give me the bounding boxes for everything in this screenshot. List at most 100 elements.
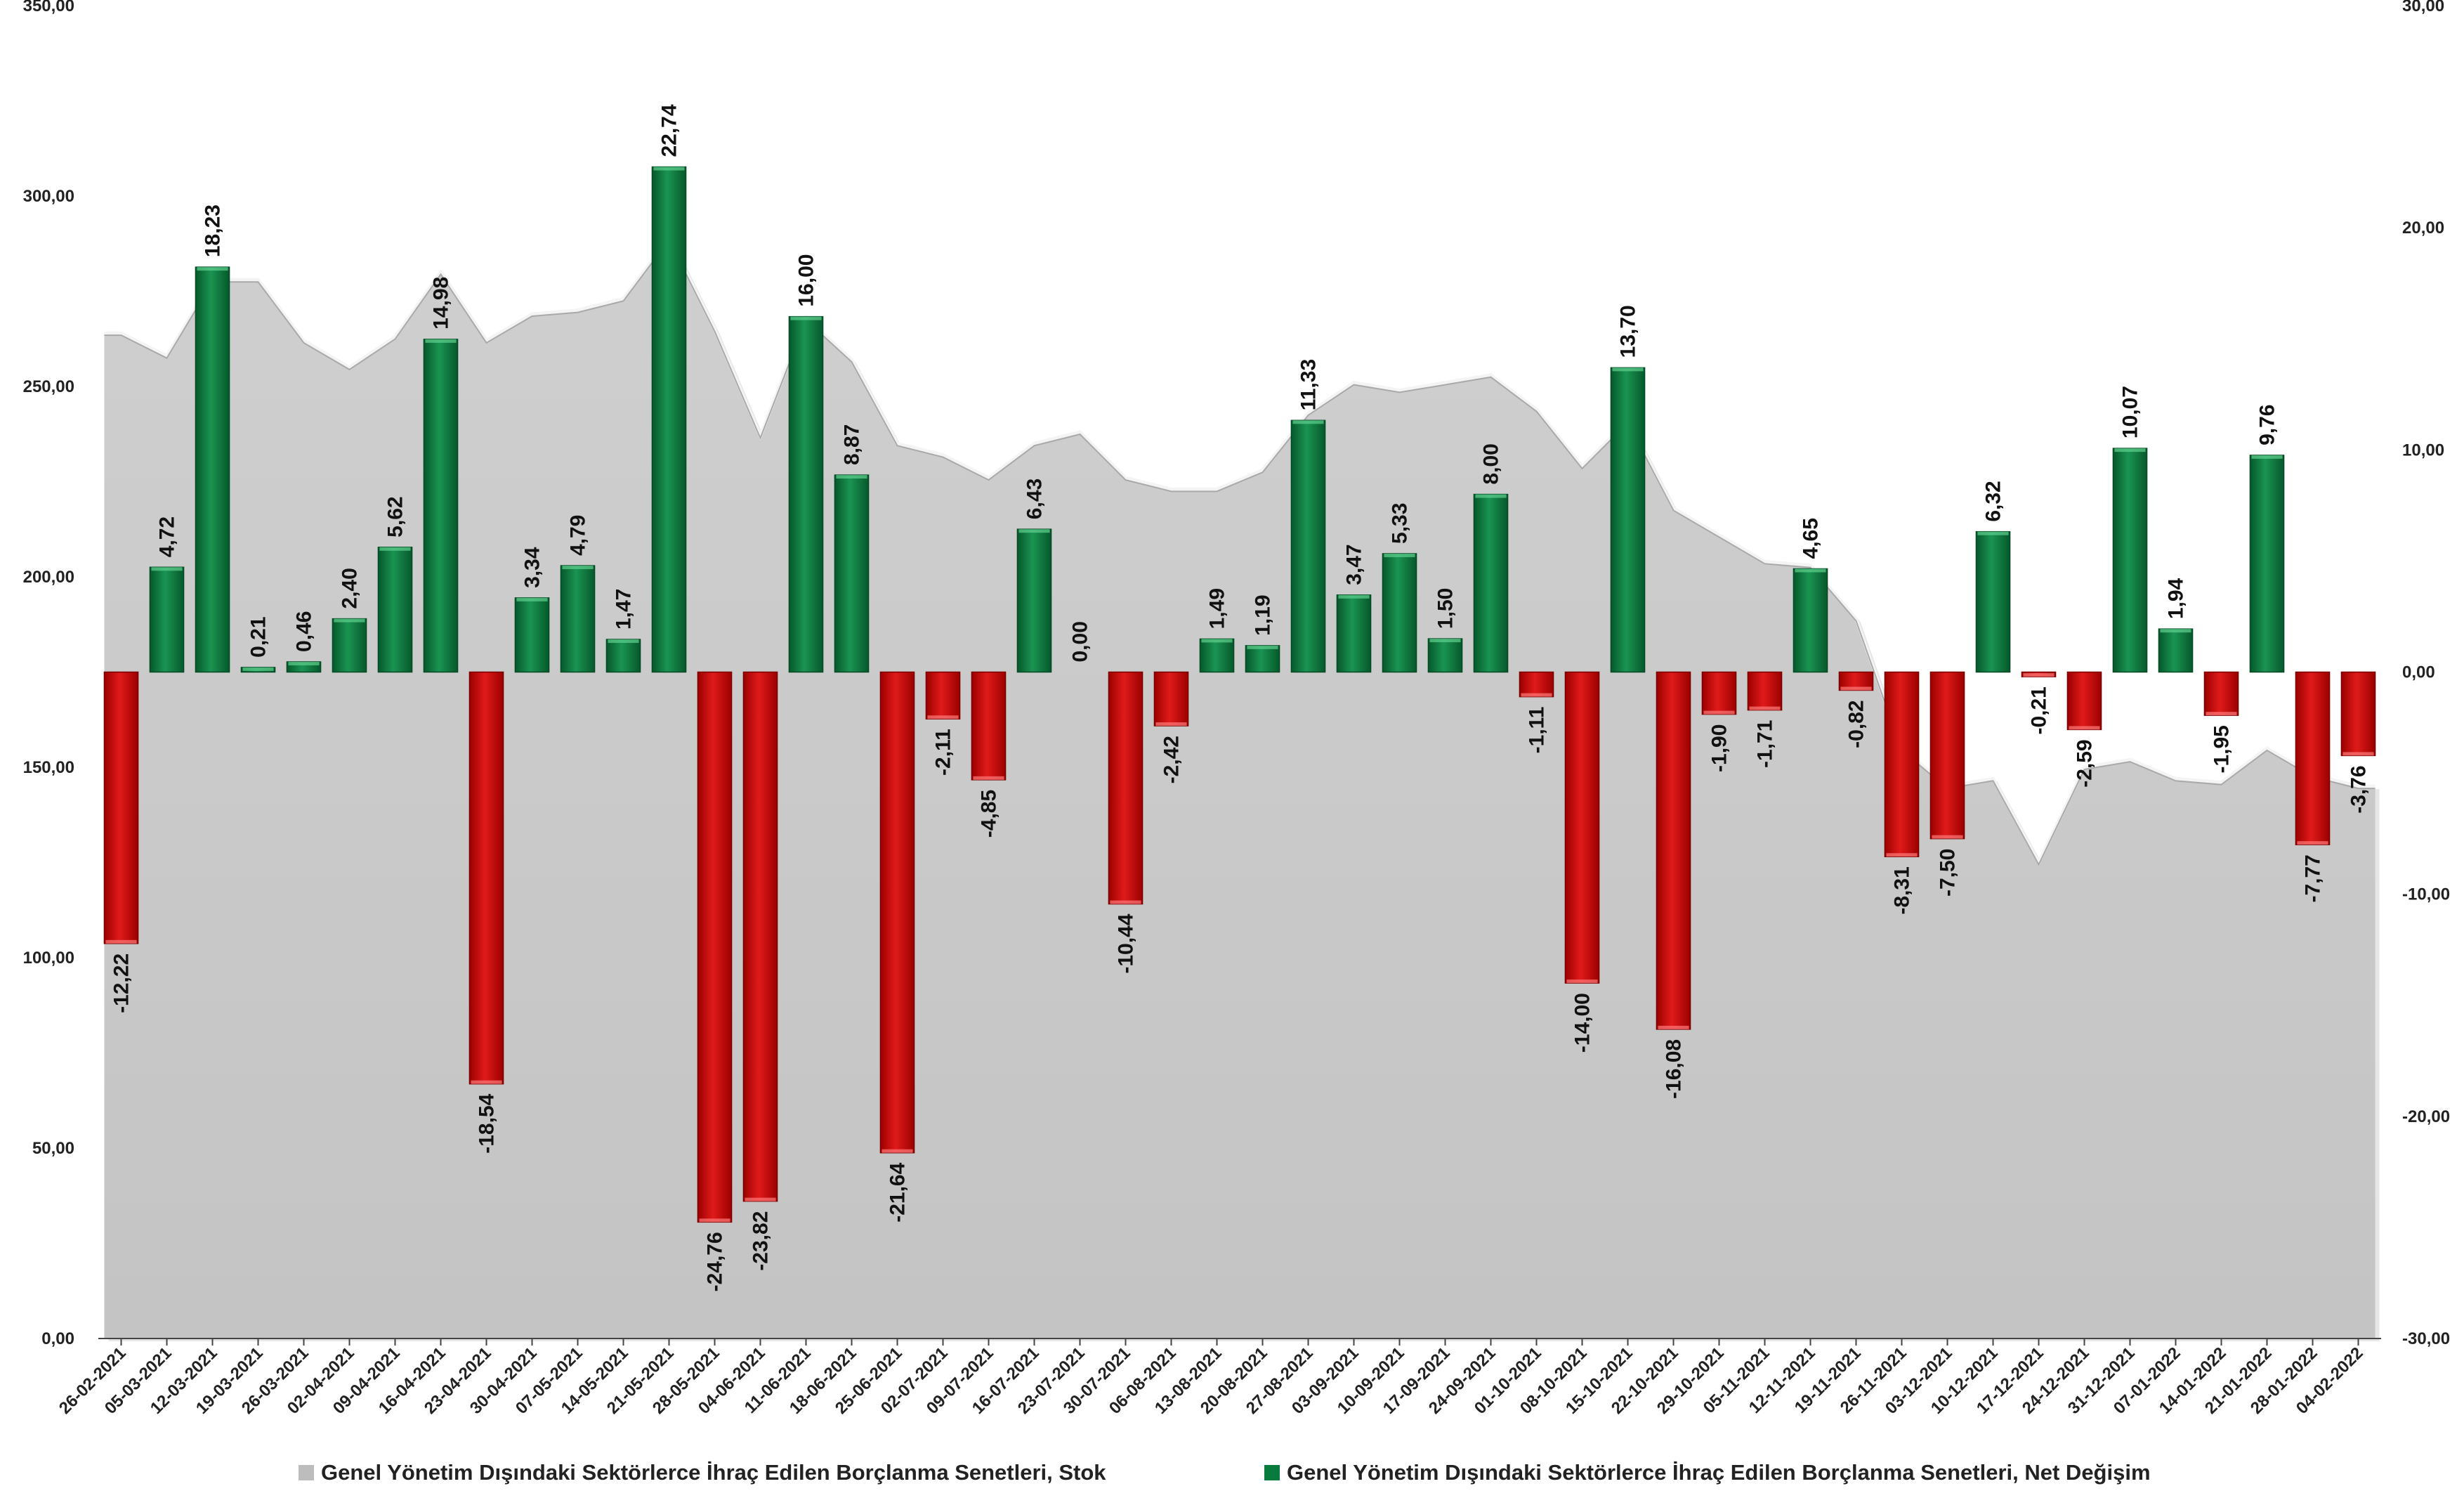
bar-bevel [1292,420,1324,424]
legend-label-stock: Genel Yönetim Dışındaki Sektörlerce İhra… [321,1460,1106,1485]
bar-bevel [1018,529,1050,533]
positive-bar [1245,645,1280,673]
bar-data-label: 4,72 [156,516,179,557]
bar-data-label: -1,71 [1754,720,1777,768]
negative-bar [742,671,778,1202]
bar-data-label: 3,47 [1343,544,1366,585]
stock-area-highlight [104,234,2375,866]
bar-data-label: -1,90 [1708,724,1731,772]
bar-bevel [471,1080,502,1084]
bar-data-label: -2,42 [1160,736,1184,783]
negative-bar [2295,671,2331,845]
data-labels: -12,22 4,72 18,23 0,21 0,46 2,40 5,62 14,98 -18,… [110,104,2371,1291]
bar-bevel [836,475,867,479]
y-right-tick-label: -20,00 [2402,1107,2450,1126]
bar-bevel [1201,639,1233,643]
bar-data-label: -2,11 [932,729,955,776]
bar-data-label: 1,49 [1206,588,1229,629]
bar-data-label: 14,98 [430,277,453,330]
bar-data-label: -10,44 [1115,913,1138,973]
y-left-tick-label: 200,00 [23,568,74,587]
positive-bar [2112,448,2148,673]
positive-bar [1793,568,1828,673]
negative-bar [925,671,961,719]
legend-label-net-change: Genel Yönetim Dışındaki Sektörlerce İhra… [1287,1460,2151,1485]
bar-bevel [197,267,228,271]
y-right-tick-label: 0,00 [2402,663,2435,682]
bar-data-label: -8,31 [1891,866,1914,914]
bar-data-label: 6,32 [1982,481,2005,521]
negative-bar [1747,671,1783,711]
positive-bar [1610,367,1646,673]
y-right-tick-label: 20,00 [2402,219,2444,237]
positive-bar [332,618,367,673]
bar-data-label: 11,33 [1297,359,1321,410]
bar-bevel [1566,979,1598,984]
bar-bevel [973,776,1004,780]
negative-bar [2203,671,2239,716]
negative-bar [1884,671,1920,857]
positive-bar [149,566,185,673]
bar-bevel [334,618,365,623]
bar-bevel [790,316,822,320]
positive-bar [377,547,413,673]
negative-bar [2340,671,2376,757]
bar-bevel [2251,455,2283,459]
bar-data-label: -7,50 [1937,849,1960,897]
bar-bevel [105,939,137,944]
legend: Genel Yönetim Dışındaki Sektörlerce İhra… [0,1460,2464,1491]
bar-bevel [2160,629,2191,633]
bar-data-label: -2,59 [2073,739,2097,787]
bar-data-label: -14,00 [1571,993,1594,1053]
positive-bar [788,315,824,673]
negative-bar [697,671,733,1223]
bar-data-label: -12,22 [110,953,133,1013]
bar-data-label: 22,74 [658,104,681,157]
bar-data-label: 8,00 [1480,443,1503,484]
bar-data-label: -1,95 [2210,725,2234,773]
bar-bevel [699,1218,730,1223]
bar-data-label: 5,62 [384,496,407,537]
bar-bevel [882,1149,913,1153]
bar-data-label: -1,11 [1526,707,1549,754]
positive-bar [1427,638,1463,673]
negative-bar [1701,671,1737,715]
bar-data-label: -4,85 [978,790,1001,838]
bar-bevel [653,167,685,171]
stock-area-edge [104,238,2375,866]
bar-data-label: 1,94 [2165,578,2188,619]
negative-bar [971,671,1007,781]
positive-bar [560,565,596,673]
bar-data-label: -24,76 [704,1232,727,1291]
bar-bevel [1749,706,1781,710]
positive-bar [2158,628,2194,673]
positive-bar [1975,530,2011,673]
bar-data-label: 5,33 [1389,503,1412,544]
bar-bevel [2342,752,2374,756]
bar-bevel [1977,531,2009,535]
bar-bevel [1932,835,1963,839]
bar-data-label: -21,64 [886,1162,910,1222]
y-left-tick-label: 300,00 [23,187,74,206]
bar-bevel [1612,367,1644,372]
bar-bevel [745,1197,776,1201]
bar-bevel [2206,712,2237,716]
negative-bar [1564,671,1600,984]
legend-item-stock: Genel Yönetim Dışındaki Sektörlerce İhra… [299,1460,1106,1485]
bar-bevel [379,547,411,551]
bar-bevel [2297,841,2328,845]
net-change-bars [103,166,2376,1223]
y-right-tick-label: -30,00 [2402,1329,2450,1348]
bar-bevel [1155,722,1187,727]
bar-bevel [1703,710,1735,715]
negative-bar [1153,671,1189,727]
bar-bevel [151,567,183,571]
negative-bar [1929,671,1965,840]
bar-bevel [288,661,320,665]
bar-bevel [1840,686,1872,691]
bar-bevel [1110,900,1141,904]
bar-bevel [1429,639,1461,643]
positive-bar [1382,553,1417,673]
bar-bevel [927,715,959,719]
